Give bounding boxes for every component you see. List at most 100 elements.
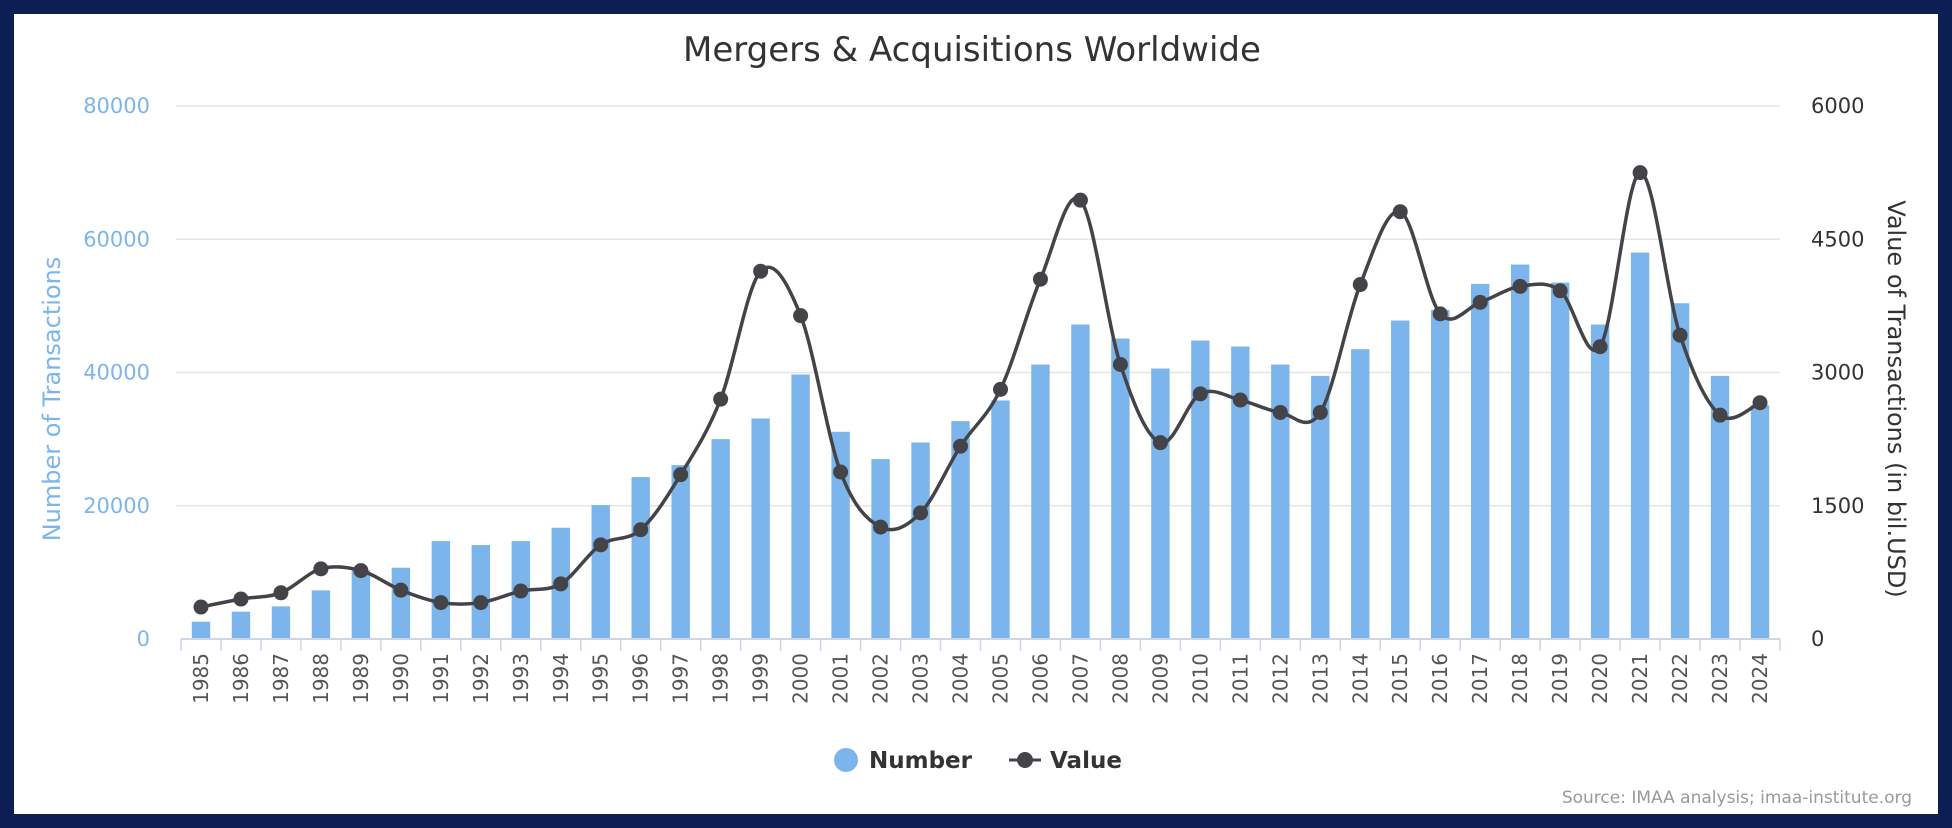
x-axis-tick-label: 2015 [1388,653,1412,704]
right-axis-title: Value of Transactions (in bil.USD) [1882,200,1910,597]
value-point [1432,306,1448,322]
x-axis-tick-label: 2024 [1748,653,1772,704]
legend[interactable]: Number Value [834,748,1122,774]
x-axis-tick-label: 2020 [1588,653,1612,704]
x-axis-tick-label: 2008 [1108,653,1132,704]
x-axis-tick-label: 1985 [189,653,213,704]
value-point [273,585,289,601]
bar-number [631,477,650,639]
left-axis-title: Number of Transactions [38,257,66,542]
bar-number [871,459,890,639]
left-axis-tick-label: 0 [137,627,150,651]
bar-number [431,541,451,639]
bar-number [231,611,251,639]
value-point [1472,294,1488,310]
bar-number [1710,375,1730,639]
bar-number [311,590,331,639]
value-point [873,519,889,535]
x-axis-tick-label: 1991 [429,653,453,704]
value-point [992,381,1008,397]
x-axis-tick-label: 2014 [1348,653,1372,704]
value-point [593,537,609,553]
x-axis-tick-label: 1987 [269,653,293,704]
right-axis-tick-label: 3000 [1811,361,1864,385]
value-point [513,583,529,599]
x-axis-tick-label: 2016 [1428,653,1452,704]
value-point [1752,395,1768,411]
value-point [433,595,449,611]
value-point [313,561,329,577]
left-axis-tick-label: 80000 [83,94,150,118]
chart-frame: Mergers & Acquisitions Worldwide 0 20000 4… [14,14,1938,814]
x-axis-tick-label: 2002 [869,653,893,704]
bar-number [1271,364,1290,639]
x-axis-tick-label: 2010 [1188,653,1212,704]
x-axis-tick-label: 1998 [709,653,733,704]
value-point [1352,277,1368,293]
bar-number [1550,282,1570,639]
x-axis-tick-label: 2017 [1468,653,1492,704]
value-point [833,464,849,480]
x-axis-tick-label: 2000 [789,653,813,704]
right-axis-tick-label: 1500 [1811,494,1864,518]
x-axis-tick-label: 1986 [229,653,253,704]
bar-number [751,418,770,639]
bar-number [671,465,690,639]
value-point [1712,407,1728,423]
x-axis-tick-label: 1988 [309,653,333,704]
value-point [953,438,969,454]
legend-item-value[interactable]: Value [1009,748,1122,774]
x-axis-tick-label: 2009 [1148,653,1172,704]
x-axis-tick-label: 2021 [1628,653,1652,704]
line-value [193,165,1768,615]
value-point [913,505,929,521]
value-point [233,591,249,607]
value-point [1632,165,1648,181]
bar-number [951,421,970,639]
x-axis-tick-label: 1995 [589,653,613,704]
x-axis-tick-label: 2013 [1308,653,1332,704]
bar-number [1750,405,1770,639]
value-point [793,308,809,324]
value-point [1672,327,1688,343]
bar-number [831,431,850,639]
x-axis-tick-label: 1996 [629,653,653,704]
bar-number [1351,349,1370,639]
value-point [473,595,489,611]
bar-number [271,606,291,639]
bar-number [1510,264,1530,639]
value-point [1312,404,1328,420]
x-axis-tick-label: 2004 [949,653,973,704]
bar-number [1391,320,1410,639]
value-point [353,563,369,579]
x-axis-tick-label: 1990 [389,653,413,704]
value-point [673,467,689,483]
bar-number [1151,368,1170,639]
legend-item-number[interactable]: Number [834,748,973,774]
bar-number [191,621,211,639]
value-point [1112,357,1128,373]
bar-number [1191,340,1210,639]
value-point [713,391,729,407]
x-axis-tick-label: 1989 [349,653,373,704]
right-axis-tick-label: 0 [1811,627,1824,651]
x-axis-tick-label: 1993 [509,653,533,704]
value-point [1232,392,1248,408]
x-axis-tick-label: 2012 [1268,653,1292,704]
value-point [553,576,569,592]
left-axis-tick-label: 40000 [83,361,150,385]
right-axis-tick-label: 6000 [1811,94,1864,118]
bar-number [911,442,930,639]
source-credits[interactable]: Source: IMAA analysis; imaa-institute.or… [1562,788,1912,808]
value-point [1152,435,1168,451]
x-axis-tick-label: 2018 [1508,653,1532,704]
value-point [1272,404,1288,420]
x-axis-tick-label: 2023 [1708,653,1732,704]
bar-number [591,505,610,639]
legend-number-label: Number [869,748,973,774]
bar-number [1470,283,1490,639]
bar-number [1111,338,1130,639]
chart-svg: Mergers & Acquisitions Worldwide 0200004… [38,30,1912,808]
value-point [1192,386,1208,402]
value-point [393,582,409,598]
